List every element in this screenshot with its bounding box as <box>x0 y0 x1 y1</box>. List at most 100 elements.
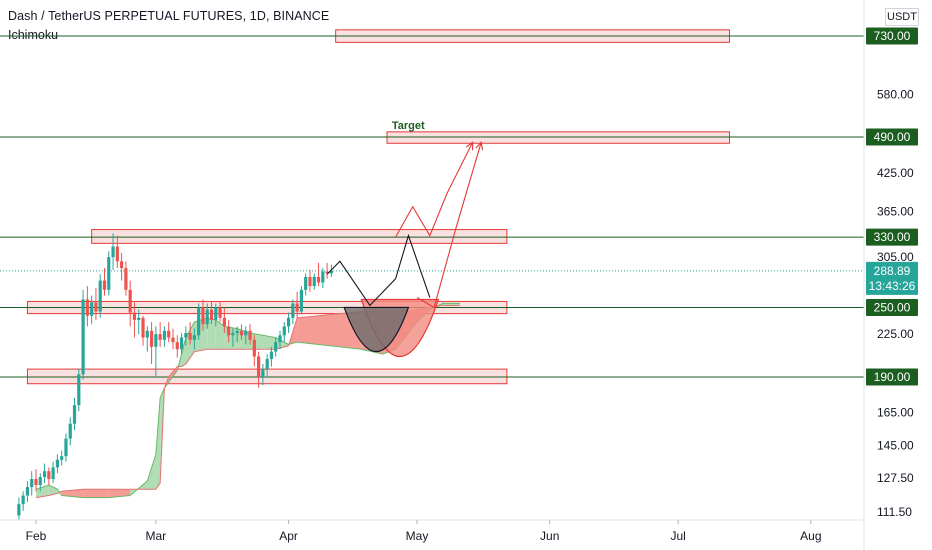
cloud-segment <box>168 366 178 383</box>
cloud-segment <box>83 489 109 498</box>
price-tick-label: 365.00 <box>877 205 914 219</box>
candle-body <box>55 459 60 468</box>
level-price-tag-text: 250.00 <box>874 300 911 314</box>
bar-countdown: 13:43:26 <box>869 279 916 293</box>
level-price-tag <box>866 128 918 146</box>
candle-body <box>257 356 261 377</box>
candle-body <box>141 317 145 338</box>
price-tags: 730.00 490.00 330.00 250.00 190.00 288.8913:4… <box>866 27 918 386</box>
red-projection-path[interactable] <box>416 142 482 309</box>
candle-body <box>312 276 316 287</box>
candle-body <box>115 246 119 262</box>
cloud-segment <box>181 337 186 367</box>
indicator-label[interactable]: Ichimoku <box>8 28 59 42</box>
time-tick-label: Mar <box>146 529 167 543</box>
projection-drawings[interactable] <box>326 140 484 358</box>
cloud-segment <box>224 326 238 350</box>
candle-body <box>167 330 171 338</box>
candle-body <box>154 334 158 347</box>
candle-body <box>137 317 141 320</box>
candle-body <box>201 307 205 325</box>
candle-body <box>179 337 184 350</box>
currency-selector[interactable]: USDT <box>885 8 919 26</box>
time-tick-label: May <box>406 529 429 543</box>
candle-body <box>261 369 265 377</box>
cloud-segment <box>147 454 156 490</box>
red-projection-path[interactable] <box>395 141 474 238</box>
candle-body <box>197 307 201 336</box>
candle-body <box>21 495 25 505</box>
cloud-segment <box>48 485 58 496</box>
candle-body <box>269 351 274 359</box>
candle-body <box>51 467 55 480</box>
price-tick-label: 127.50 <box>877 471 914 485</box>
level-price-tag-text: 330.00 <box>874 230 911 244</box>
last-price-tag <box>866 261 918 295</box>
candle-body <box>252 339 256 357</box>
candle-body <box>308 276 312 287</box>
time-axis[interactable]: Feb Mar Apr May Jun Jul Aug <box>26 520 822 543</box>
time-tick-label: Apr <box>279 529 298 543</box>
candle-body <box>265 358 269 370</box>
level-price-tag <box>866 298 918 316</box>
candle-body <box>34 479 38 486</box>
candle-body <box>17 504 21 516</box>
candle-body <box>68 423 72 439</box>
candle-body <box>42 471 47 478</box>
candle-body <box>162 330 167 340</box>
cloud-segment <box>318 313 340 347</box>
candle-body <box>72 405 77 424</box>
chart-title: Dash / TetherUS PERPETUAL FUTURES, 1D, B… <box>8 9 330 23</box>
cloud-segment <box>442 303 460 306</box>
candle-body <box>64 438 68 457</box>
candle-body <box>94 302 98 312</box>
candle-body <box>299 289 304 312</box>
candle-body <box>282 326 286 336</box>
price-tick-label: 165.00 <box>877 406 914 420</box>
horizontal-levels[interactable] <box>0 35 864 378</box>
candle-body <box>158 334 162 340</box>
candle-body <box>107 257 111 290</box>
candle-body <box>90 302 94 316</box>
cloud-segment <box>194 317 208 352</box>
candle-body <box>214 307 218 320</box>
price-tick-label: 111.50 <box>877 505 912 519</box>
cloud-segment <box>61 489 84 498</box>
candle-body <box>295 303 299 312</box>
time-tick-label: Jul <box>670 529 685 543</box>
candle-body <box>171 337 175 343</box>
level-price-tag-text: 490.00 <box>874 130 911 144</box>
cloud-segment <box>262 335 276 350</box>
candle-body <box>205 309 209 325</box>
candle-body <box>325 271 329 274</box>
target-label: Target <box>392 120 425 132</box>
price-tick-label: 145.00 <box>877 438 914 452</box>
candle-body <box>321 271 325 283</box>
candle-body <box>85 299 89 316</box>
candle-body <box>184 333 188 338</box>
last-price-value: 288.89 <box>874 264 911 278</box>
candle-body <box>231 333 235 336</box>
level-price-tag <box>866 228 918 246</box>
candle-body <box>111 246 115 258</box>
level-price-tag <box>866 27 918 45</box>
price-tick-label: 225.00 <box>877 327 914 341</box>
cloud-segment <box>155 397 161 490</box>
candle-body <box>81 299 85 375</box>
cloud-segment <box>237 328 251 350</box>
candle-body <box>47 471 51 480</box>
candle-body <box>239 330 244 336</box>
candle-body <box>274 342 278 352</box>
cup-shape[interactable] <box>343 306 410 352</box>
candle-body <box>286 317 291 327</box>
cloud-segment <box>108 489 131 498</box>
candle-body <box>60 456 64 460</box>
black-projection-path[interactable] <box>326 233 431 307</box>
candle-body <box>30 479 34 488</box>
time-tick-label: Feb <box>26 529 47 543</box>
candle-body <box>316 276 321 283</box>
candle-body <box>222 317 226 327</box>
resistance-zone <box>91 229 508 244</box>
candle-body <box>278 335 282 343</box>
